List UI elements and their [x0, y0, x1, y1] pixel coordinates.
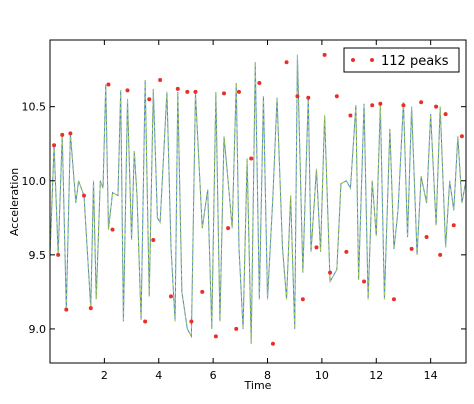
peak-point [409, 246, 414, 251]
x-tick-label: 2 [101, 369, 108, 382]
peak-point [168, 294, 173, 299]
peak-point [451, 223, 456, 228]
x-axis-ticks: 2 4 6 8 10 12 14 [101, 40, 438, 382]
peak-point [68, 131, 73, 136]
peak-point [295, 94, 300, 99]
peak-point [64, 307, 69, 312]
peak-point [106, 82, 111, 87]
peak-point [249, 156, 254, 161]
peak-point [147, 97, 152, 102]
peak-point [185, 89, 190, 94]
x-tick-label: 6 [210, 369, 217, 382]
peak-point [158, 78, 163, 82]
peak-point [270, 341, 275, 346]
peak-point [88, 306, 93, 311]
peak-point [52, 143, 57, 148]
x-axis-label: Time [244, 379, 272, 392]
peak-point [424, 235, 429, 240]
peak-point [434, 104, 439, 109]
peak-point [314, 245, 319, 250]
peak-point [370, 103, 375, 108]
plot-area [49, 52, 467, 346]
y-axis-ticks: 9.0 9.5 10.0 10.5 [22, 101, 466, 336]
peak-point [151, 238, 156, 243]
y-tick-label: 9.0 [29, 323, 47, 336]
peak-point [110, 227, 115, 232]
peak-point [438, 252, 443, 257]
x-tick-label: 8 [264, 369, 271, 382]
peak-point [328, 270, 333, 275]
peak-point [56, 252, 61, 257]
peak-point [348, 113, 353, 118]
peak-point [189, 319, 194, 324]
x-tick-label: 12 [369, 369, 383, 382]
y-tick-label: 10.5 [22, 101, 47, 114]
peak-point [200, 289, 205, 294]
axes-frame [49, 39, 467, 364]
peak-point [443, 112, 448, 117]
peak-point [257, 80, 262, 85]
peak-point [378, 101, 383, 106]
peak-point [81, 193, 86, 198]
peak-point [459, 134, 464, 139]
legend: 112 peaks [343, 47, 460, 73]
peak-point [300, 297, 305, 302]
peak-point [334, 94, 339, 99]
peak-point [236, 89, 241, 94]
x-tick-label: 4 [155, 369, 162, 382]
y-tick-label: 9.5 [29, 249, 47, 262]
x-tick-label: 14 [424, 369, 438, 382]
legend-box [343, 47, 460, 73]
legend-marker-left [351, 58, 355, 62]
peak-point [391, 297, 396, 302]
peak-point [306, 95, 311, 100]
legend-marker-right [370, 58, 374, 62]
y-axis-label: Acceleration [8, 168, 21, 236]
peak-point [175, 86, 180, 91]
peak-point [362, 279, 367, 284]
y-tick-label: 10.0 [22, 175, 47, 188]
peak-point [234, 326, 239, 331]
acceleration-line [49, 54, 467, 344]
peak-point [344, 249, 349, 254]
peak-point [284, 60, 289, 65]
peak-point [401, 103, 406, 108]
x-tick-label: 10 [315, 369, 329, 382]
peak-point [419, 100, 424, 105]
peak-point [60, 132, 65, 137]
peak-point [222, 91, 227, 96]
axes [49, 39, 467, 364]
peak-point [213, 334, 218, 339]
peak-point [125, 88, 130, 93]
acceleration-line-dashed [49, 54, 467, 344]
peak-point [322, 52, 327, 57]
legend-label: 112 peaks [381, 54, 449, 69]
peak-point [193, 89, 198, 94]
peak-point [143, 319, 148, 324]
peak-point [226, 226, 231, 231]
